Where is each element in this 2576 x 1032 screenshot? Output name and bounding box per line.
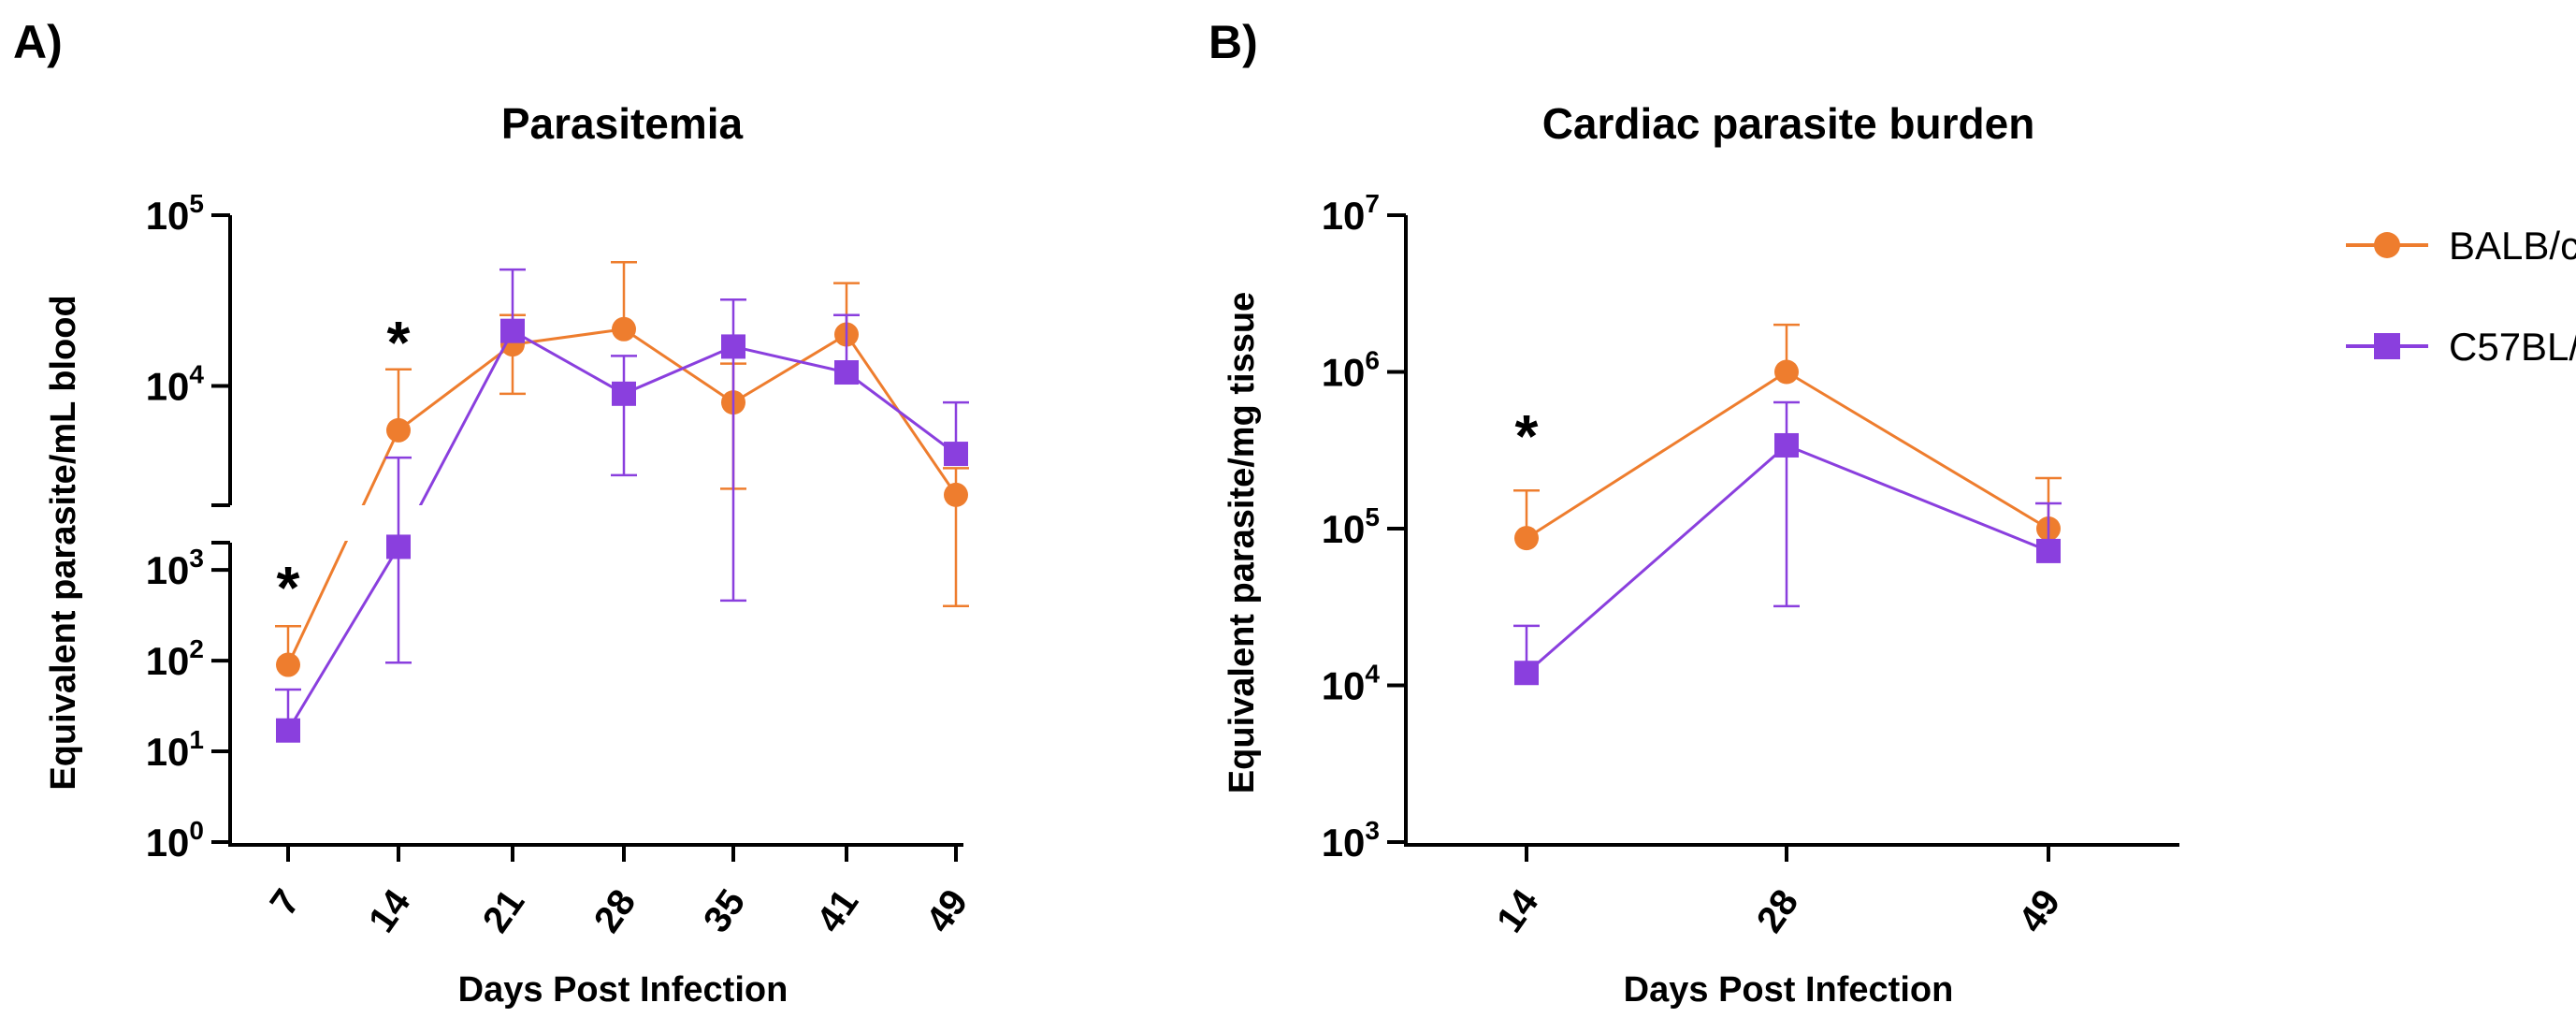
x-tick-label: 14 — [361, 881, 419, 939]
series-line-segment — [1786, 371, 2049, 531]
x-tick-label: 14 — [1489, 881, 1547, 939]
panel-a-xlabel: Days Post Infection — [458, 970, 789, 1010]
panel-a-axes — [228, 215, 963, 847]
panel-a-y-ticks: 100 101 102 103 104 105 — [146, 189, 230, 865]
legend-balb-label: BALB/c — [2449, 224, 2576, 268]
series-c57bl6 — [275, 268, 969, 743]
data-point-balb — [612, 316, 636, 342]
data-point-c57 — [1514, 661, 1539, 686]
data-point-c57 — [834, 360, 859, 385]
x-tick-label: 49 — [2011, 882, 2069, 940]
series-line-segment — [732, 333, 847, 404]
y-tick-label: 103 — [146, 544, 204, 592]
x-tick-label: 49 — [919, 882, 977, 940]
y-tick-label: 104 — [1322, 660, 1381, 708]
panel-b-title: Cardiac parasite burden — [1542, 99, 2035, 148]
panel-b-x-ticks: 14 28 49 — [1489, 845, 2069, 940]
x-tick-label: 7 — [263, 882, 309, 923]
legend-balb-marker — [2374, 232, 2400, 258]
panel-b: B) Cardiac parasite burden Equivalent pa… — [1208, 16, 2179, 1010]
series-line-segment — [286, 429, 400, 666]
y-tick-label: 107 — [1322, 189, 1380, 238]
significance-asterisk: * — [387, 309, 411, 376]
legend-c57-marker — [2374, 333, 2400, 359]
panel-a-ylabel: Equivalent parasite/mL blood — [44, 295, 83, 790]
x-tick-label: 28 — [586, 882, 644, 940]
series-line-segment — [732, 344, 847, 374]
panel-a-title: Parasitemia — [501, 99, 744, 148]
legend-item-balb: BALB/c — [2346, 224, 2576, 268]
legend-c57-label: C57BL/6 — [2449, 325, 2576, 369]
series-line-segment — [1526, 371, 1787, 540]
data-point-balb — [1774, 359, 1799, 385]
data-point-c57 — [1774, 432, 1799, 458]
y-tick-label: 101 — [146, 725, 204, 774]
y-tick-label: 100 — [146, 816, 204, 865]
data-point-c57 — [2036, 538, 2061, 563]
x-tick-label: 28 — [1749, 882, 1807, 940]
data-point-c57 — [500, 318, 525, 343]
y-tick-label: 103 — [1322, 816, 1380, 865]
panel-b-xlabel: Days Post Infection — [1624, 970, 1954, 1010]
series-line-segment — [1786, 443, 2049, 553]
legend: BALB/c C57BL/6 — [2346, 224, 2576, 369]
series-line-segment — [846, 371, 957, 456]
panel-b-label: B) — [1208, 16, 1258, 68]
series-line-segment — [398, 342, 514, 432]
series-line-segment — [397, 329, 514, 548]
data-point-c57 — [944, 442, 968, 467]
data-point-balb — [276, 652, 300, 677]
significance-asterisk: * — [1515, 402, 1539, 470]
panel-b-annotations: * — [1515, 402, 1539, 470]
panel-a: A) Parasitemia Equivalent parasite/mL bl… — [13, 16, 976, 1010]
panel-a-label: A) — [13, 16, 63, 68]
data-point-balb — [944, 482, 968, 507]
panel-b-y-ticks: 103 104 105 106 107 — [1322, 189, 1406, 865]
panel-b-ylabel: Equivalent parasite/mg tissue — [1223, 292, 1262, 793]
y-tick-label: 105 — [146, 189, 204, 238]
series-c57bl6 — [1513, 400, 2062, 686]
data-point-c57 — [721, 334, 745, 359]
significance-asterisk: * — [277, 554, 300, 621]
series-balbc — [1513, 323, 2062, 551]
y-tick-label: 106 — [1322, 346, 1380, 395]
series-line-segment — [286, 545, 400, 732]
x-tick-label: 35 — [696, 882, 754, 940]
y-tick-label: 104 — [146, 359, 205, 408]
data-point-balb — [1514, 526, 1539, 551]
data-point-balb — [386, 417, 411, 443]
panel-a-series — [275, 261, 969, 743]
data-point-c57 — [386, 534, 411, 560]
x-tick-label: 21 — [475, 882, 533, 940]
series-balbc — [275, 261, 969, 677]
panel-b-series — [1513, 323, 2062, 686]
legend-item-c57: C57BL/6 — [2346, 325, 2576, 369]
series-line-segment — [512, 329, 625, 396]
series-line-segment — [623, 327, 734, 404]
series-line-segment — [1526, 443, 1787, 675]
panel-a-annotations: ** — [277, 309, 411, 621]
y-tick-label: 102 — [146, 634, 204, 683]
panel-a-x-ticks: 7 14 21 28 35 41 49 — [263, 845, 977, 940]
data-point-c57 — [612, 381, 636, 406]
data-point-c57 — [276, 718, 300, 743]
series-line-segment — [623, 345, 734, 396]
y-tick-label: 105 — [1322, 502, 1380, 551]
x-tick-label: 41 — [809, 882, 867, 940]
series-line-segment — [512, 327, 625, 346]
